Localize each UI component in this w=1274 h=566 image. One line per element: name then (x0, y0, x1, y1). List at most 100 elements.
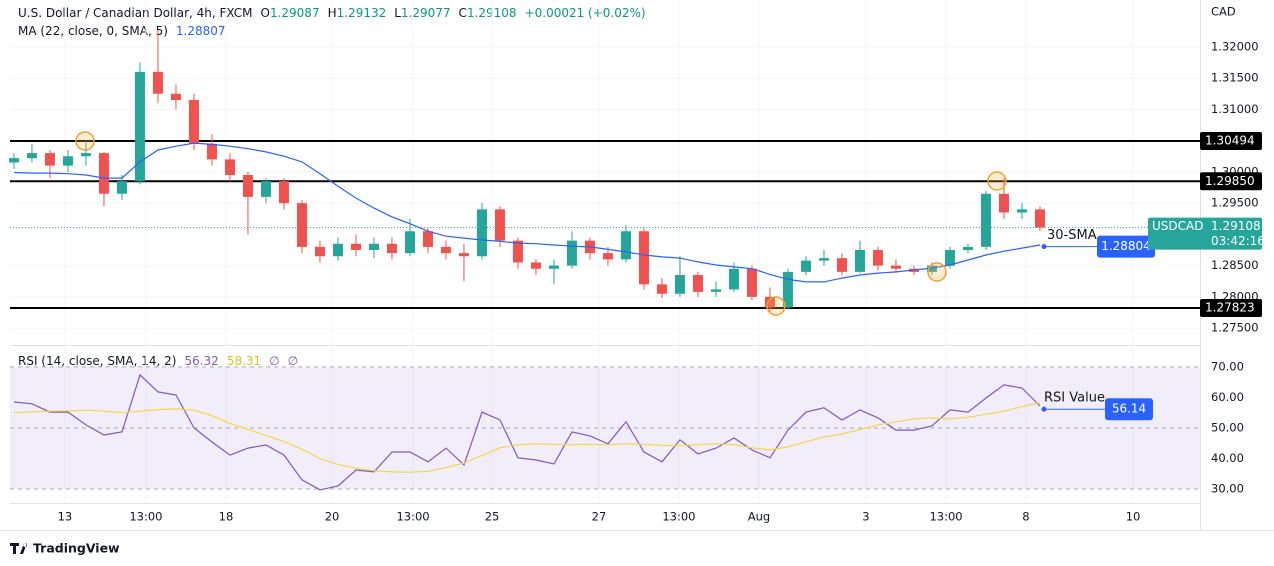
candle-body (116, 181, 127, 194)
candle-body (332, 243, 343, 257)
rsi-header-value: ∅ (269, 354, 279, 368)
rsi-tick-label: 30.00 (1211, 481, 1244, 495)
candle-body (530, 262, 541, 269)
candle-body (422, 231, 433, 247)
ma-line (13, 142, 1041, 283)
y-tick-label: 1.32000 (1211, 39, 1259, 53)
highlight-circle (987, 171, 1007, 191)
candle-body (440, 246, 451, 254)
x-tick-label: 13:00 (929, 510, 962, 524)
candle-body (764, 296, 775, 308)
level-label: 1.27823 (1205, 300, 1255, 314)
rsi-badge-label: 56.14 (1112, 402, 1146, 416)
level-badge (1200, 298, 1262, 317)
x-tick-label: 8 (1022, 510, 1029, 524)
y-tick-label: 1.31500 (1211, 71, 1259, 85)
x-tick-label: 10 (1126, 510, 1141, 524)
candle-body (944, 250, 955, 266)
y-tick-label: 1.29500 (1211, 196, 1259, 210)
ohlc-value: 1.29132 (337, 6, 387, 20)
rsi-badge (1105, 398, 1153, 421)
x-tick-label: 13:00 (396, 510, 429, 524)
candle-body (152, 71, 163, 94)
candle-body (368, 243, 379, 250)
candle-body (62, 156, 73, 166)
logo (10, 543, 28, 554)
symbol-title: U.S. Dollar / Canadian Dollar, 4h, FXCM (18, 6, 253, 20)
candle-body (548, 265, 559, 269)
candle-body (206, 143, 217, 160)
candle-body (638, 231, 649, 285)
ma-value: 1.28807 (176, 24, 226, 38)
ma-dot (1041, 244, 1047, 250)
candle-body (278, 181, 289, 204)
candle-body (980, 193, 991, 247)
rsi-name: RSI (14, close, SMA, 14, 2) (18, 354, 176, 368)
ohlc-letter: L (394, 6, 401, 20)
candle-body (1034, 209, 1045, 228)
candle-body (1016, 209, 1027, 213)
candle-body (188, 100, 199, 144)
ohlc-value: 1.29077 (401, 6, 451, 20)
ohlc-value: 1.29087 (270, 6, 320, 20)
ma-badge-label: 1.28804 (1101, 239, 1151, 253)
candle-body (602, 253, 613, 260)
ohlc-letter: O (261, 6, 270, 20)
level-label: 1.30494 (1205, 134, 1255, 148)
rsi-tick-label: 40.00 (1211, 451, 1244, 465)
ma-badge (1097, 235, 1155, 258)
highlight-circle (75, 131, 95, 151)
rsi-tick-label: 60.00 (1211, 390, 1244, 404)
rsi-line (13, 373, 1041, 491)
candle-body (836, 258, 847, 272)
candle-body (476, 209, 487, 257)
candle-body (800, 260, 811, 272)
candle-body (260, 181, 271, 197)
candle-body (746, 268, 757, 297)
rsi-annotation: RSI Value (1044, 391, 1105, 406)
rsi-header-value: ∅ (288, 354, 298, 368)
rsi-header-value: 56.32 (184, 354, 218, 368)
ma-annotation: 30-SMA (1047, 228, 1097, 243)
y-tick-label: 1.31000 (1211, 102, 1259, 116)
x-tick-label: 13:00 (129, 510, 162, 524)
candle-body (386, 243, 397, 254)
candle-body (242, 175, 253, 197)
ma-name: MA (22, close, 0, SMA, 5) (18, 24, 168, 38)
candle-body (170, 93, 181, 100)
candle-body (98, 153, 109, 194)
x-tick-label: 20 (325, 510, 340, 524)
x-tick-label: 13 (58, 510, 73, 524)
candle-body (656, 284, 667, 294)
candle-body (512, 240, 523, 263)
level-badge (1200, 172, 1262, 191)
y-tick-label: 1.28500 (1211, 258, 1259, 272)
candle-body (872, 250, 883, 266)
badge-price: 1.29108 (1211, 219, 1261, 233)
candle-body (350, 243, 361, 250)
candle-body (692, 275, 703, 292)
candle-body (854, 250, 865, 272)
candle-body (620, 231, 631, 260)
currency: CAD (1211, 5, 1236, 19)
candle-body (566, 240, 577, 266)
rsi-tick-label: 70.00 (1211, 359, 1244, 373)
x-tick-label: Aug (748, 510, 770, 524)
candle-body (44, 153, 55, 166)
candle-body (80, 153, 91, 157)
rsi-tick-label: 50.00 (1211, 420, 1244, 434)
highlight-circle (927, 262, 947, 282)
candle-body (818, 258, 829, 261)
level-badge (1200, 132, 1262, 150)
ma-header: MA (22, close, 0, SMA, 5) 1.28807 (18, 24, 226, 38)
candle-body (494, 209, 505, 241)
x-tick-label: 18 (219, 510, 234, 524)
highlight-circle (766, 296, 786, 316)
brand: TradingView (33, 541, 120, 556)
candle-body (710, 289, 721, 292)
change: +0.00021 (+0.02%) (525, 6, 646, 20)
candle-body (458, 253, 469, 257)
x-tick-label: 3 (862, 510, 869, 524)
